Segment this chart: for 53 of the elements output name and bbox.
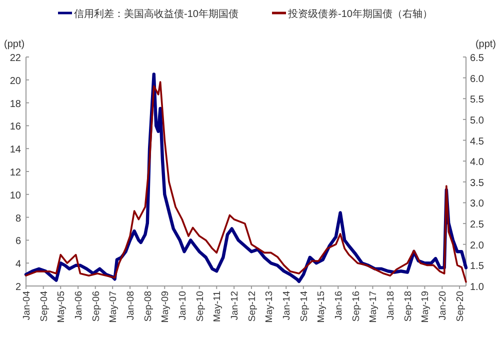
y2-tick-label: 1.5	[470, 261, 484, 272]
y-tick-label: 8	[15, 213, 22, 224]
y-axis-title: (ppt)	[4, 39, 25, 50]
y2-tick-label: 1.0	[470, 282, 484, 293]
y-tick-label: 10	[10, 190, 22, 202]
x-tick-label: Sep-18	[402, 291, 414, 322]
y2-tick-label: 6.0	[470, 74, 484, 85]
x-tick-label: Jan-10	[178, 291, 189, 320]
x-tick-label: Sep-10	[194, 291, 206, 322]
x-tick-label: May-13	[264, 291, 276, 323]
y-tick-label: 12	[10, 168, 22, 178]
x-tick-label: Jan-06	[74, 291, 85, 320]
x-tick-label: May-15	[316, 291, 328, 323]
x-tick-label: May-17	[368, 291, 380, 323]
x-tick-label: Sep-08	[142, 291, 154, 322]
x-tick-label: May-19	[420, 291, 432, 323]
legend-label: 信用利差：美国高收益债-10年期国债	[74, 8, 238, 20]
y-tick-label: 16	[10, 122, 22, 133]
y-tick-label: 14	[10, 144, 22, 156]
y-tick-label: 20	[10, 76, 22, 87]
x-tick-label: May-07	[108, 291, 120, 323]
y2-axis-title: (ppt)	[475, 39, 496, 50]
x-tick-label: Jan-18	[386, 291, 397, 320]
x-tick-label: May-11	[212, 291, 224, 322]
y2-tick-label: 5.5	[470, 94, 484, 106]
x-tick-label: Jan-14	[282, 291, 293, 320]
x-tick-label: Sep-06	[90, 291, 102, 322]
x-tick-label: Jan-16	[334, 291, 345, 320]
x-tick-label: Sep-12	[246, 291, 258, 322]
y-tick-label: 6	[15, 236, 22, 248]
y2-tick-label: 4.0	[470, 157, 484, 168]
y2-tick-label: 3.5	[470, 178, 484, 189]
x-tick-label: Jan-12	[230, 291, 241, 320]
y2-tick-label: 2.5	[470, 220, 484, 231]
y-tick-label: 18	[10, 98, 22, 110]
y2-tick-label: 6.5	[470, 53, 484, 64]
y-tick-label: 2	[15, 282, 22, 293]
x-tick-label: Jan-20	[438, 291, 449, 320]
y-tick-label: 22	[10, 53, 22, 64]
y2-tick-label: 2.0	[470, 240, 484, 252]
x-tick-label: Jan-04	[22, 291, 32, 320]
y2-tick-label: 3.0	[470, 198, 484, 210]
x-tick-label: Sep-20	[455, 291, 466, 322]
x-tick-label: May-05	[56, 291, 68, 323]
legend-label: 投资级债券-10年期国债（右轴）	[287, 8, 432, 20]
x-tick-label: Jan-08	[126, 291, 137, 320]
y2-tick-label: 4.5	[470, 136, 484, 148]
x-tick-label: Sep-14	[298, 291, 310, 322]
x-tick-label: Sep-04	[38, 291, 50, 322]
x-tick-label: Sep-16	[350, 291, 362, 322]
y-tick-label: 4	[15, 259, 22, 270]
x-tick-label: May-09	[160, 291, 172, 323]
y2-tick-label: 5.0	[470, 115, 484, 126]
